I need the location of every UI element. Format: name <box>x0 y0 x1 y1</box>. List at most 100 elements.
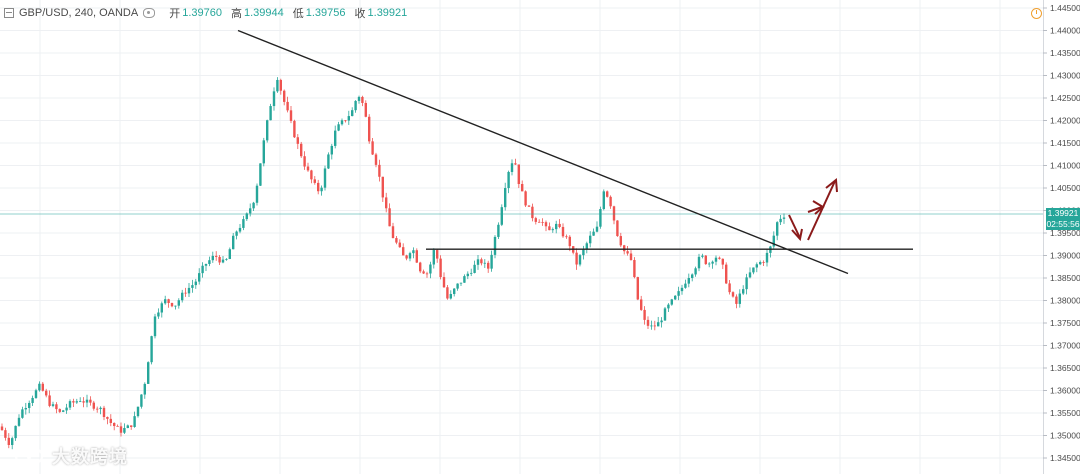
candle-body <box>718 257 721 259</box>
watermark-text: 大数跨境 <box>52 447 128 467</box>
candle-body <box>626 251 629 254</box>
candle-body <box>160 303 163 313</box>
candle-body <box>272 91 276 107</box>
candle-body <box>167 299 170 304</box>
candle-body <box>204 263 208 266</box>
candle-body <box>313 179 316 183</box>
candle-body <box>660 320 663 323</box>
forecast-arrow-up[interactable] <box>807 180 836 241</box>
candle-body <box>368 116 371 142</box>
forecast-arrow-down[interactable] <box>788 214 801 239</box>
candle-body <box>351 110 354 117</box>
candle-body <box>731 292 735 297</box>
candle-body <box>697 256 701 269</box>
price-axis[interactable]: 1.44500 1.44000 1.43500 1.43000 1.42500 1.420… <box>1043 3 1080 463</box>
candle-body <box>198 273 201 282</box>
candle-body <box>136 406 140 417</box>
candle-body <box>337 124 340 131</box>
candlestick-series <box>0 77 786 450</box>
drawing-tools[interactable] <box>237 29 913 275</box>
candle-body <box>262 140 265 164</box>
candle-body <box>164 299 167 304</box>
candle-body <box>412 250 415 254</box>
candle-body <box>218 256 221 263</box>
candle-body <box>75 401 78 403</box>
candle-body <box>432 250 435 265</box>
collapse-box-icon[interactable] <box>4 8 14 18</box>
eye-icon[interactable] <box>143 8 156 18</box>
close-label: 收 <box>354 8 366 20</box>
candle-body <box>310 170 313 180</box>
candle-body <box>619 236 622 246</box>
candle-body <box>391 226 395 239</box>
candle-body <box>643 309 646 320</box>
candle-body <box>153 316 157 337</box>
candle-body <box>283 90 286 102</box>
candle-body <box>585 243 588 249</box>
price-tick-label: 1.35500 <box>1050 408 1080 418</box>
price-tick-label: 1.44000 <box>1050 26 1080 36</box>
candle-body <box>408 253 412 259</box>
forecast-arrow-down-head <box>791 228 803 242</box>
clock-icon[interactable] <box>1031 8 1042 19</box>
candle-body <box>48 395 51 406</box>
price-tick-label: 1.39000 <box>1050 251 1080 261</box>
candle-body <box>541 222 544 223</box>
candle-body <box>606 191 609 197</box>
candle-body <box>524 191 527 206</box>
candle-body <box>225 258 228 260</box>
price-tick-label: 1.38500 <box>1050 273 1080 283</box>
candle-body <box>510 163 514 172</box>
high-value: 1.39944 <box>243 7 284 19</box>
candle-body <box>184 292 187 294</box>
candle-body <box>245 213 248 220</box>
candle-body <box>708 263 711 265</box>
candle-body <box>55 404 58 410</box>
candle-body <box>0 426 4 431</box>
candle-body <box>521 184 524 192</box>
candle-body <box>589 235 592 244</box>
candle-body <box>28 402 31 409</box>
candle-body <box>92 402 95 409</box>
forecast-arrow-right <box>807 206 823 213</box>
candle-body <box>602 191 605 210</box>
price-tick-label: 1.40500 <box>1050 183 1080 193</box>
candle-body <box>680 287 684 292</box>
open-label: 开 <box>169 8 181 20</box>
candle-body <box>150 336 153 363</box>
candle-body <box>755 264 758 268</box>
candle-body <box>463 276 466 283</box>
candle-body <box>483 262 486 264</box>
candle-body <box>728 283 731 293</box>
candle-body <box>126 425 129 429</box>
candle-body <box>194 281 197 286</box>
candle-body <box>228 249 231 259</box>
candle-body <box>772 235 775 247</box>
candle-body <box>677 291 680 296</box>
candle-body <box>449 294 452 299</box>
candle-body <box>4 430 7 438</box>
candle-body <box>34 390 38 398</box>
candle-body <box>238 227 242 232</box>
candle-body <box>334 130 337 146</box>
candle-body <box>123 428 126 433</box>
candle-body <box>17 417 21 426</box>
price-tick-label: 1.35000 <box>1050 431 1080 441</box>
candle-body <box>395 238 398 243</box>
symbol-title[interactable]: GBP/USD, 240, OANDA <box>19 7 139 19</box>
candle-body <box>235 231 238 236</box>
candle-body <box>82 401 85 403</box>
candle-body <box>531 206 534 219</box>
candle-body <box>347 116 350 121</box>
candle-body <box>721 258 724 265</box>
candle-body <box>633 259 636 278</box>
forecast-arrow-right-head <box>812 200 825 215</box>
candle-body <box>500 207 503 225</box>
candle-body <box>663 308 667 321</box>
candle-body <box>201 265 204 274</box>
resistance-trendline[interactable] <box>237 29 849 275</box>
candle-body <box>259 163 262 186</box>
candle-body <box>612 206 616 221</box>
candle-body <box>616 220 619 237</box>
